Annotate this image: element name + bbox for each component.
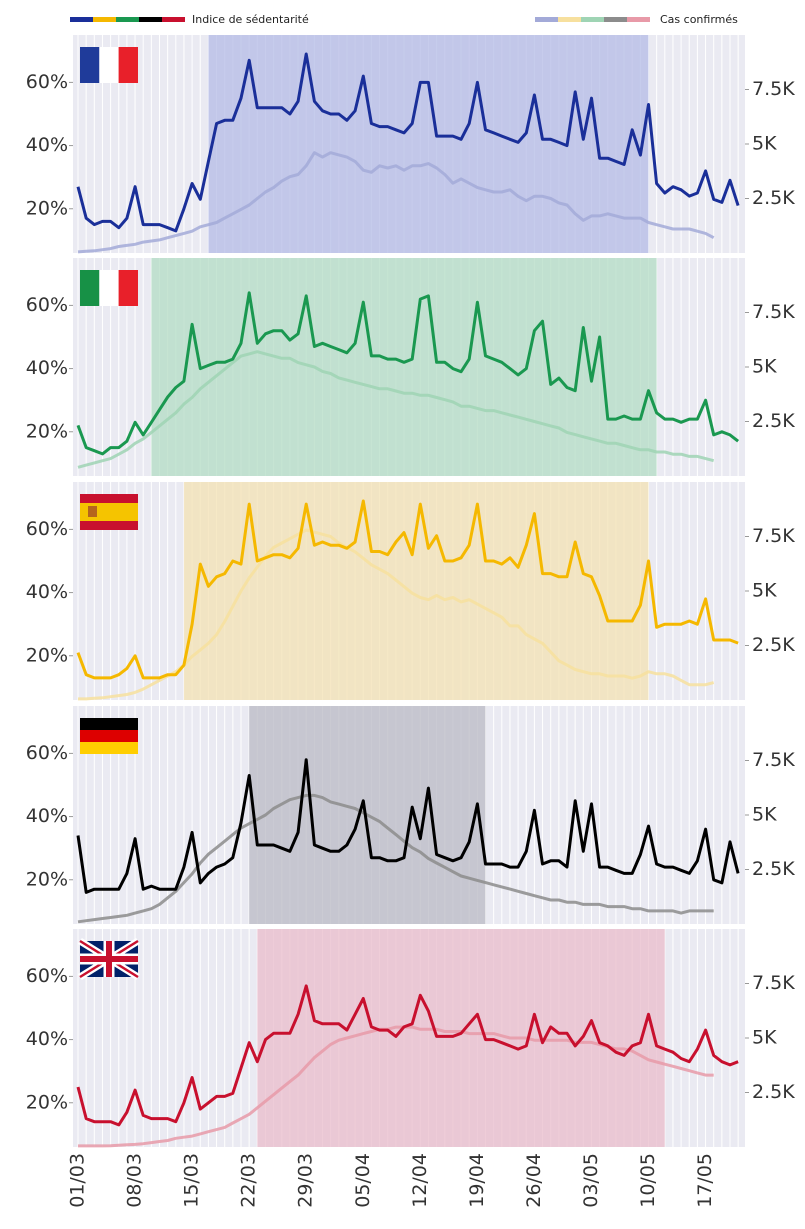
confirmed-line: [77, 793, 714, 924]
x-tick-label: 05/04: [352, 1153, 374, 1208]
x-tick-label: 17/05: [694, 1153, 716, 1208]
x-tick-label: 29/03: [295, 1153, 317, 1208]
y-tick-label: 60%: [26, 71, 68, 93]
y2-tick-label: 7.5K: [752, 301, 795, 323]
flag-stripe: [118, 47, 138, 83]
index-line: [76, 52, 740, 233]
y-tick-label: 60%: [26, 965, 68, 987]
y2-tick-label: 2.5K: [752, 410, 795, 432]
lockdown-shade: [183, 482, 649, 700]
y-tick-label: 20%: [26, 644, 68, 666]
x-tick-label: 26/04: [523, 1153, 545, 1208]
index-line: [76, 291, 740, 456]
x-tick-label: 03/05: [580, 1153, 602, 1208]
x-tick-label: 08/03: [124, 1153, 146, 1208]
x-tick-label: 22/03: [238, 1153, 260, 1208]
flag-emblem: [88, 506, 97, 517]
y2-tick-label: 2.5K: [752, 858, 795, 880]
lockdown-shade: [151, 258, 657, 476]
y-tick-label: 20%: [26, 1091, 68, 1113]
lockdown-shade: [257, 929, 665, 1147]
y-tick-label: 20%: [26, 197, 68, 219]
y-tick-label: 40%: [26, 134, 68, 156]
legend-swatch: [558, 17, 581, 22]
y-tick-label: 40%: [26, 1028, 68, 1050]
y2-tick-label: 7.5K: [752, 749, 795, 771]
flag-stripe: [99, 270, 119, 306]
y2-tick-label: 5K: [752, 804, 777, 826]
y-tick-label: 60%: [26, 518, 68, 540]
legend-swatch: [116, 17, 139, 22]
y2-tick-label: 5K: [752, 1027, 777, 1049]
y2-tick-label: 2.5K: [752, 1081, 795, 1103]
y2-tick-label: 5K: [752, 356, 777, 378]
y2-tick-label: 7.5K: [752, 525, 795, 547]
y2-tick-label: 5K: [752, 580, 777, 602]
flag-stripe: [118, 270, 138, 306]
y2-tick-label: 2.5K: [752, 634, 795, 656]
flag-stripe: [80, 730, 138, 742]
legend-swatch: [93, 17, 116, 22]
y-tick-label: 60%: [26, 742, 68, 764]
index-line: [76, 499, 739, 680]
legend-left-label: Indice de sédentarité: [192, 13, 309, 26]
legend-swatch: [162, 17, 185, 22]
legend-swatch: [581, 17, 604, 22]
flag-stripe: [99, 47, 119, 83]
lockdown-shade: [208, 35, 649, 253]
y-tick-label: 40%: [26, 581, 68, 603]
flag-stripe: [80, 270, 100, 306]
y-tick-label: 40%: [26, 357, 68, 379]
y-tick-label: 20%: [26, 868, 68, 890]
y2-tick-label: 2.5K: [752, 187, 795, 209]
y2-tick-label: 7.5K: [752, 78, 795, 100]
flag-stripe: [80, 718, 138, 730]
confirmed-line: [77, 350, 715, 469]
legend-swatch: [604, 17, 627, 22]
x-tick-label: 19/04: [466, 1153, 488, 1208]
legend-swatch: [627, 17, 650, 22]
x-tick-label: 10/05: [637, 1153, 659, 1208]
flag-stripe: [80, 742, 138, 754]
legend-swatch: [535, 17, 558, 22]
confirmed-line: [77, 151, 715, 254]
x-tick-label: 12/04: [409, 1153, 431, 1208]
flag-cross: [80, 941, 138, 977]
legend-swatch: [139, 17, 162, 22]
y2-tick-label: 5K: [752, 133, 777, 155]
legend-right-label: Cas confirmés: [660, 13, 738, 26]
y2-tick-label: 7.5K: [752, 972, 795, 994]
legend-swatch: [70, 17, 93, 22]
index-line: [76, 984, 739, 1127]
y-tick-label: 40%: [26, 805, 68, 827]
x-tick-label: 15/03: [181, 1153, 203, 1208]
index-line: [76, 758, 740, 894]
x-tick-label: 01/03: [67, 1153, 89, 1208]
flag-stripe: [80, 47, 100, 83]
y-tick-label: 60%: [26, 294, 68, 316]
y-tick-label: 20%: [26, 420, 68, 442]
